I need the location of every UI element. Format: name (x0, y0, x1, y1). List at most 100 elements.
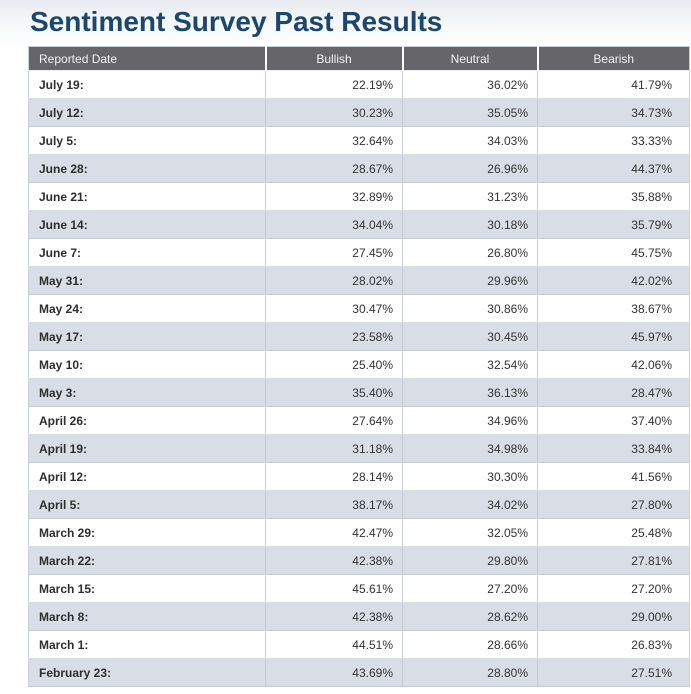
bearish-cell: 27.80% (537, 490, 690, 519)
table-row: July 19: 22.19% 36.02% 41.79% (28, 70, 690, 99)
table-row: June 14: 34.04% 30.18% 35.79% (28, 210, 690, 239)
bullish-cell: 27.64% (265, 406, 403, 435)
bullish-cell: 28.14% (265, 462, 403, 491)
bearish-cell: 45.97% (537, 322, 690, 351)
reported-date-cell: March 1: (28, 630, 266, 659)
table-row: June 28: 28.67% 26.96% 44.37% (28, 154, 690, 183)
table-row: April 5: 38.17% 34.02% 27.80% (28, 490, 690, 519)
bullish-cell: 42.38% (265, 546, 403, 575)
bullish-cell: 45.61% (265, 574, 403, 603)
bullish-cell: 27.45% (265, 238, 403, 267)
table-row: March 22: 42.38% 29.80% 27.81% (28, 546, 690, 575)
neutral-cell: 29.96% (402, 266, 538, 295)
table-row: April 12: 28.14% 30.30% 41.56% (28, 462, 690, 491)
reported-date-cell: May 3: (28, 378, 266, 407)
page-title: Sentiment Survey Past Results (30, 6, 443, 37)
bullish-cell: 22.19% (265, 70, 403, 99)
bearish-cell: 28.47% (537, 378, 690, 407)
column-header-reported-date: Reported Date (28, 46, 267, 71)
table-row: April 19: 31.18% 34.98% 33.84% (28, 434, 690, 463)
bullish-cell: 23.58% (265, 322, 403, 351)
neutral-cell: 28.80% (402, 658, 538, 687)
neutral-cell: 34.03% (402, 126, 538, 155)
page-header: Sentiment Survey Past Results (0, 0, 691, 46)
neutral-cell: 30.45% (402, 322, 538, 351)
neutral-cell: 29.80% (402, 546, 538, 575)
table-row: May 10: 25.40% 32.54% 42.06% (28, 350, 690, 379)
reported-date-cell: June 7: (28, 238, 266, 267)
bullish-cell: 38.17% (265, 490, 403, 519)
bullish-cell: 34.04% (265, 210, 403, 239)
table-body: July 19: 22.19% 36.02% 41.79% July 12: 30.23%… (28, 70, 690, 687)
table-row: July 12: 30.23% 35.05% 34.73% (28, 98, 690, 127)
reported-date-cell: May 17: (28, 322, 266, 351)
reported-date-cell: May 10: (28, 350, 266, 379)
neutral-cell: 30.86% (402, 294, 538, 323)
table-row: July 5: 32.64% 34.03% 33.33% (28, 126, 690, 155)
table-row: March 15: 45.61% 27.20% 27.20% (28, 574, 690, 603)
bearish-cell: 35.88% (537, 182, 690, 211)
bearish-cell: 41.79% (537, 70, 690, 99)
table-row: March 8: 42.38% 28.62% 29.00% (28, 602, 690, 631)
neutral-cell: 34.98% (402, 434, 538, 463)
sentiment-results-table: Reported Date Bullish Neutral Bearish Ju… (28, 46, 690, 687)
bearish-cell: 38.67% (537, 294, 690, 323)
bearish-cell: 42.06% (537, 350, 690, 379)
reported-date-cell: February 23: (28, 658, 266, 687)
neutral-cell: 27.20% (402, 574, 538, 603)
neutral-cell: 32.54% (402, 350, 538, 379)
table-row: June 21: 32.89% 31.23% 35.88% (28, 182, 690, 211)
neutral-cell: 32.05% (402, 518, 538, 547)
neutral-cell: 30.30% (402, 462, 538, 491)
neutral-cell: 28.62% (402, 602, 538, 631)
bearish-cell: 44.37% (537, 154, 690, 183)
reported-date-cell: June 28: (28, 154, 266, 183)
reported-date-cell: July 19: (28, 70, 266, 99)
bearish-cell: 27.20% (537, 574, 690, 603)
neutral-cell: 34.96% (402, 406, 538, 435)
bearish-cell: 25.48% (537, 518, 690, 547)
bearish-cell: 45.75% (537, 238, 690, 267)
neutral-cell: 28.66% (402, 630, 538, 659)
table-row: March 29: 42.47% 32.05% 25.48% (28, 518, 690, 547)
neutral-cell: 36.13% (402, 378, 538, 407)
bearish-cell: 27.51% (537, 658, 690, 687)
reported-date-cell: June 14: (28, 210, 266, 239)
table-header-row: Reported Date Bullish Neutral Bearish (28, 46, 690, 71)
neutral-cell: 34.02% (402, 490, 538, 519)
table-row: March 1: 44.51% 28.66% 26.83% (28, 630, 690, 659)
table-row: May 31: 28.02% 29.96% 42.02% (28, 266, 690, 295)
table-row: February 23: 43.69% 28.80% 27.51% (28, 658, 690, 687)
bearish-cell: 29.00% (537, 602, 690, 631)
column-header-neutral: Neutral (402, 46, 539, 71)
reported-date-cell: April 26: (28, 406, 266, 435)
neutral-cell: 26.96% (402, 154, 538, 183)
bullish-cell: 43.69% (265, 658, 403, 687)
bearish-cell: 33.33% (537, 126, 690, 155)
bearish-cell: 27.81% (537, 546, 690, 575)
table-row: May 17: 23.58% 30.45% 45.97% (28, 322, 690, 351)
reported-date-cell: July 12: (28, 98, 266, 127)
bullish-cell: 31.18% (265, 434, 403, 463)
reported-date-cell: July 5: (28, 126, 266, 155)
bullish-cell: 35.40% (265, 378, 403, 407)
neutral-cell: 30.18% (402, 210, 538, 239)
reported-date-cell: April 5: (28, 490, 266, 519)
neutral-cell: 36.02% (402, 70, 538, 99)
bullish-cell: 30.23% (265, 98, 403, 127)
bullish-cell: 28.02% (265, 266, 403, 295)
bullish-cell: 28.67% (265, 154, 403, 183)
bullish-cell: 32.89% (265, 182, 403, 211)
bearish-cell: 35.79% (537, 210, 690, 239)
reported-date-cell: May 31: (28, 266, 266, 295)
bullish-cell: 32.64% (265, 126, 403, 155)
table-row: June 7: 27.45% 26.80% 45.75% (28, 238, 690, 267)
bullish-cell: 42.47% (265, 518, 403, 547)
bullish-cell: 44.51% (265, 630, 403, 659)
bearish-cell: 26.83% (537, 630, 690, 659)
neutral-cell: 31.23% (402, 182, 538, 211)
bearish-cell: 42.02% (537, 266, 690, 295)
bearish-cell: 37.40% (537, 406, 690, 435)
table-row: May 24: 30.47% 30.86% 38.67% (28, 294, 690, 323)
reported-date-cell: May 24: (28, 294, 266, 323)
